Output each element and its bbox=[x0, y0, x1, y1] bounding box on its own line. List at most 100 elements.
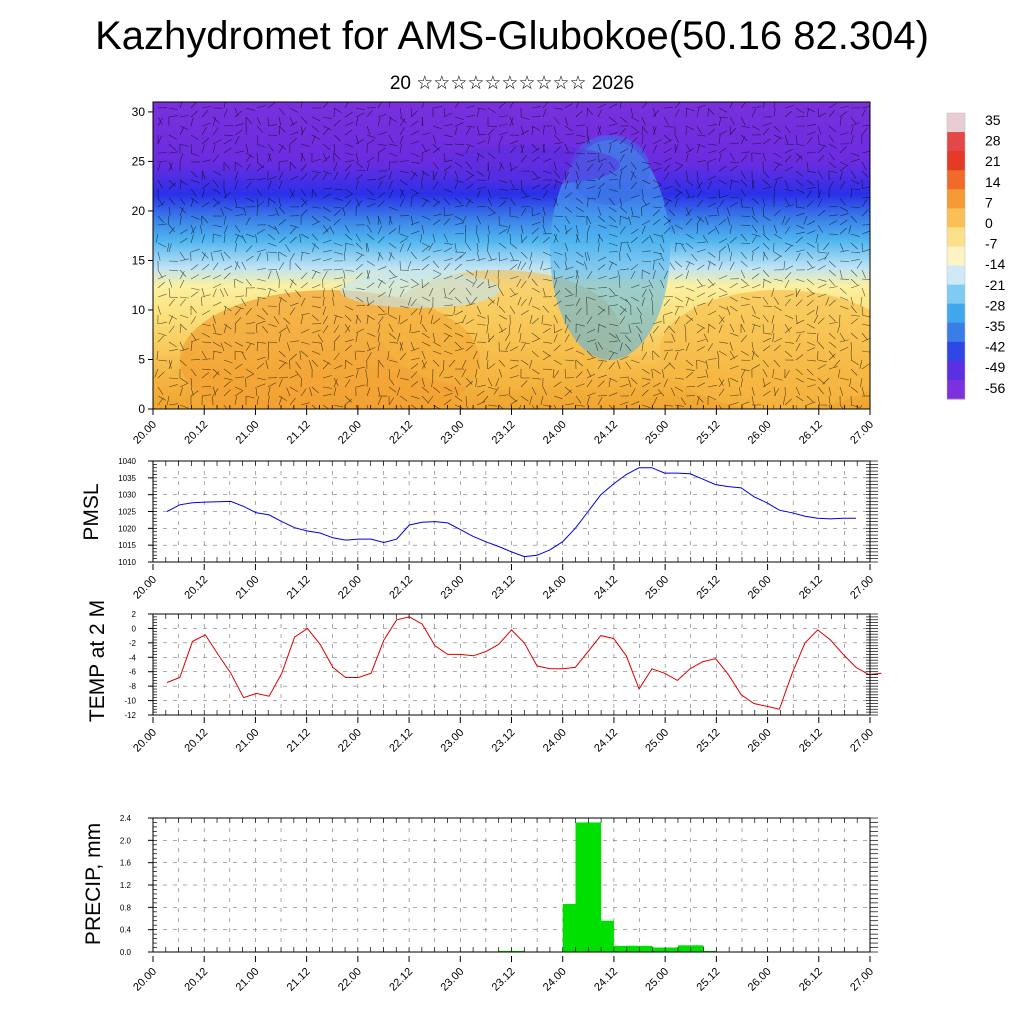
wind-barb bbox=[487, 188, 491, 198]
wind-barb bbox=[707, 282, 716, 289]
wind-barb bbox=[597, 295, 607, 298]
wind-barb bbox=[751, 386, 755, 396]
wind-barb bbox=[256, 152, 259, 162]
wind-barb bbox=[487, 224, 490, 234]
wind-barb bbox=[278, 333, 282, 343]
wind-barb bbox=[421, 197, 431, 203]
cs-xtick-label: 23.12 bbox=[490, 419, 518, 447]
wind-barb bbox=[806, 179, 815, 186]
wind-barb bbox=[520, 130, 529, 136]
wind-barb bbox=[333, 206, 343, 209]
wind-barb bbox=[542, 183, 551, 190]
wind-barb bbox=[220, 252, 225, 262]
wind-barb bbox=[223, 272, 231, 280]
wind-barb bbox=[300, 350, 309, 358]
wind-barb bbox=[542, 278, 552, 282]
wind-barb bbox=[234, 150, 244, 154]
wind-barb bbox=[355, 112, 365, 118]
wind-barb bbox=[520, 236, 528, 244]
wind-barb bbox=[190, 390, 199, 397]
wind-barb bbox=[234, 197, 238, 207]
wind-barb bbox=[630, 236, 639, 244]
wind-barb bbox=[597, 152, 600, 162]
wind-barb bbox=[234, 224, 241, 233]
wind-barb bbox=[365, 243, 368, 253]
wind-barb bbox=[608, 103, 618, 109]
wind-barb bbox=[344, 193, 353, 199]
wind-barb bbox=[718, 116, 728, 119]
wind-barb bbox=[410, 107, 412, 117]
wind-barb bbox=[674, 404, 684, 407]
wind-barb bbox=[817, 293, 827, 298]
wind-barb bbox=[597, 234, 601, 244]
wind-barb bbox=[649, 333, 654, 343]
temp-ylabel: TEMP at 2 M bbox=[86, 600, 109, 722]
wind-barb bbox=[659, 252, 665, 262]
wind-barb bbox=[806, 161, 809, 171]
wind-barb bbox=[617, 270, 621, 280]
wind-barb bbox=[838, 368, 841, 378]
wind-barb bbox=[256, 105, 266, 109]
wind-barb bbox=[597, 143, 602, 153]
wind-barb bbox=[685, 359, 694, 367]
wind-barb bbox=[256, 268, 266, 271]
wind-barb bbox=[443, 376, 453, 379]
wind-barb bbox=[421, 361, 428, 370]
wind-barb bbox=[597, 189, 601, 199]
wind-barb bbox=[657, 389, 665, 397]
wind-barb bbox=[575, 170, 580, 180]
wind-barb bbox=[553, 260, 560, 269]
wind-barb bbox=[740, 233, 747, 242]
wind-barb bbox=[638, 333, 643, 343]
wind-barb bbox=[729, 377, 739, 383]
wind-barb bbox=[652, 270, 656, 280]
wind-barb bbox=[586, 163, 594, 172]
wind-barb bbox=[431, 377, 434, 387]
wind-barb bbox=[289, 121, 298, 127]
wind-barb bbox=[274, 225, 280, 235]
precip-xtick-label: 21.12 bbox=[285, 966, 313, 994]
wind-barb bbox=[234, 110, 242, 118]
wind-barb bbox=[201, 182, 210, 190]
wind-barb bbox=[751, 296, 762, 298]
wind-barb bbox=[234, 123, 244, 127]
wind-barb bbox=[421, 170, 430, 177]
wind-barb bbox=[850, 269, 858, 277]
wind-barb bbox=[630, 170, 637, 179]
wind-barb bbox=[166, 242, 170, 252]
wind-barb bbox=[661, 234, 665, 244]
wind-barb bbox=[685, 153, 689, 163]
wind-barb bbox=[245, 395, 255, 399]
wind-barb bbox=[410, 298, 417, 307]
wind-barb bbox=[366, 296, 370, 306]
wind-barb bbox=[652, 195, 662, 199]
wind-barb bbox=[454, 122, 464, 127]
wind-barb bbox=[663, 351, 669, 361]
wind-barb bbox=[454, 102, 460, 109]
wind-barb bbox=[740, 284, 750, 289]
wind-barb bbox=[806, 136, 813, 145]
wind-barb bbox=[201, 385, 211, 388]
wind-barb bbox=[157, 274, 167, 280]
wind-barb bbox=[190, 197, 199, 204]
wind-barb bbox=[256, 377, 266, 381]
wind-barb bbox=[651, 297, 654, 307]
wind-barb bbox=[498, 224, 508, 228]
wind-barb bbox=[201, 126, 207, 136]
wind-barb bbox=[157, 371, 165, 379]
wind-barb bbox=[410, 395, 420, 400]
pmsl-ytick-label: 1015 bbox=[118, 541, 136, 550]
wind-barb bbox=[850, 404, 860, 408]
wind-barb bbox=[355, 304, 365, 307]
pmsl-xtick-label: 26.12 bbox=[797, 574, 825, 602]
wind-barb bbox=[586, 357, 596, 361]
wind-barb bbox=[311, 243, 316, 253]
wind-barb bbox=[729, 142, 739, 145]
wind-barb bbox=[465, 380, 473, 388]
wind-barb bbox=[267, 351, 270, 361]
wind-barb bbox=[795, 342, 801, 352]
wind-barb bbox=[212, 116, 220, 124]
wind-barb bbox=[388, 276, 398, 280]
wind-barb bbox=[311, 233, 319, 241]
wind-barb bbox=[487, 258, 497, 262]
